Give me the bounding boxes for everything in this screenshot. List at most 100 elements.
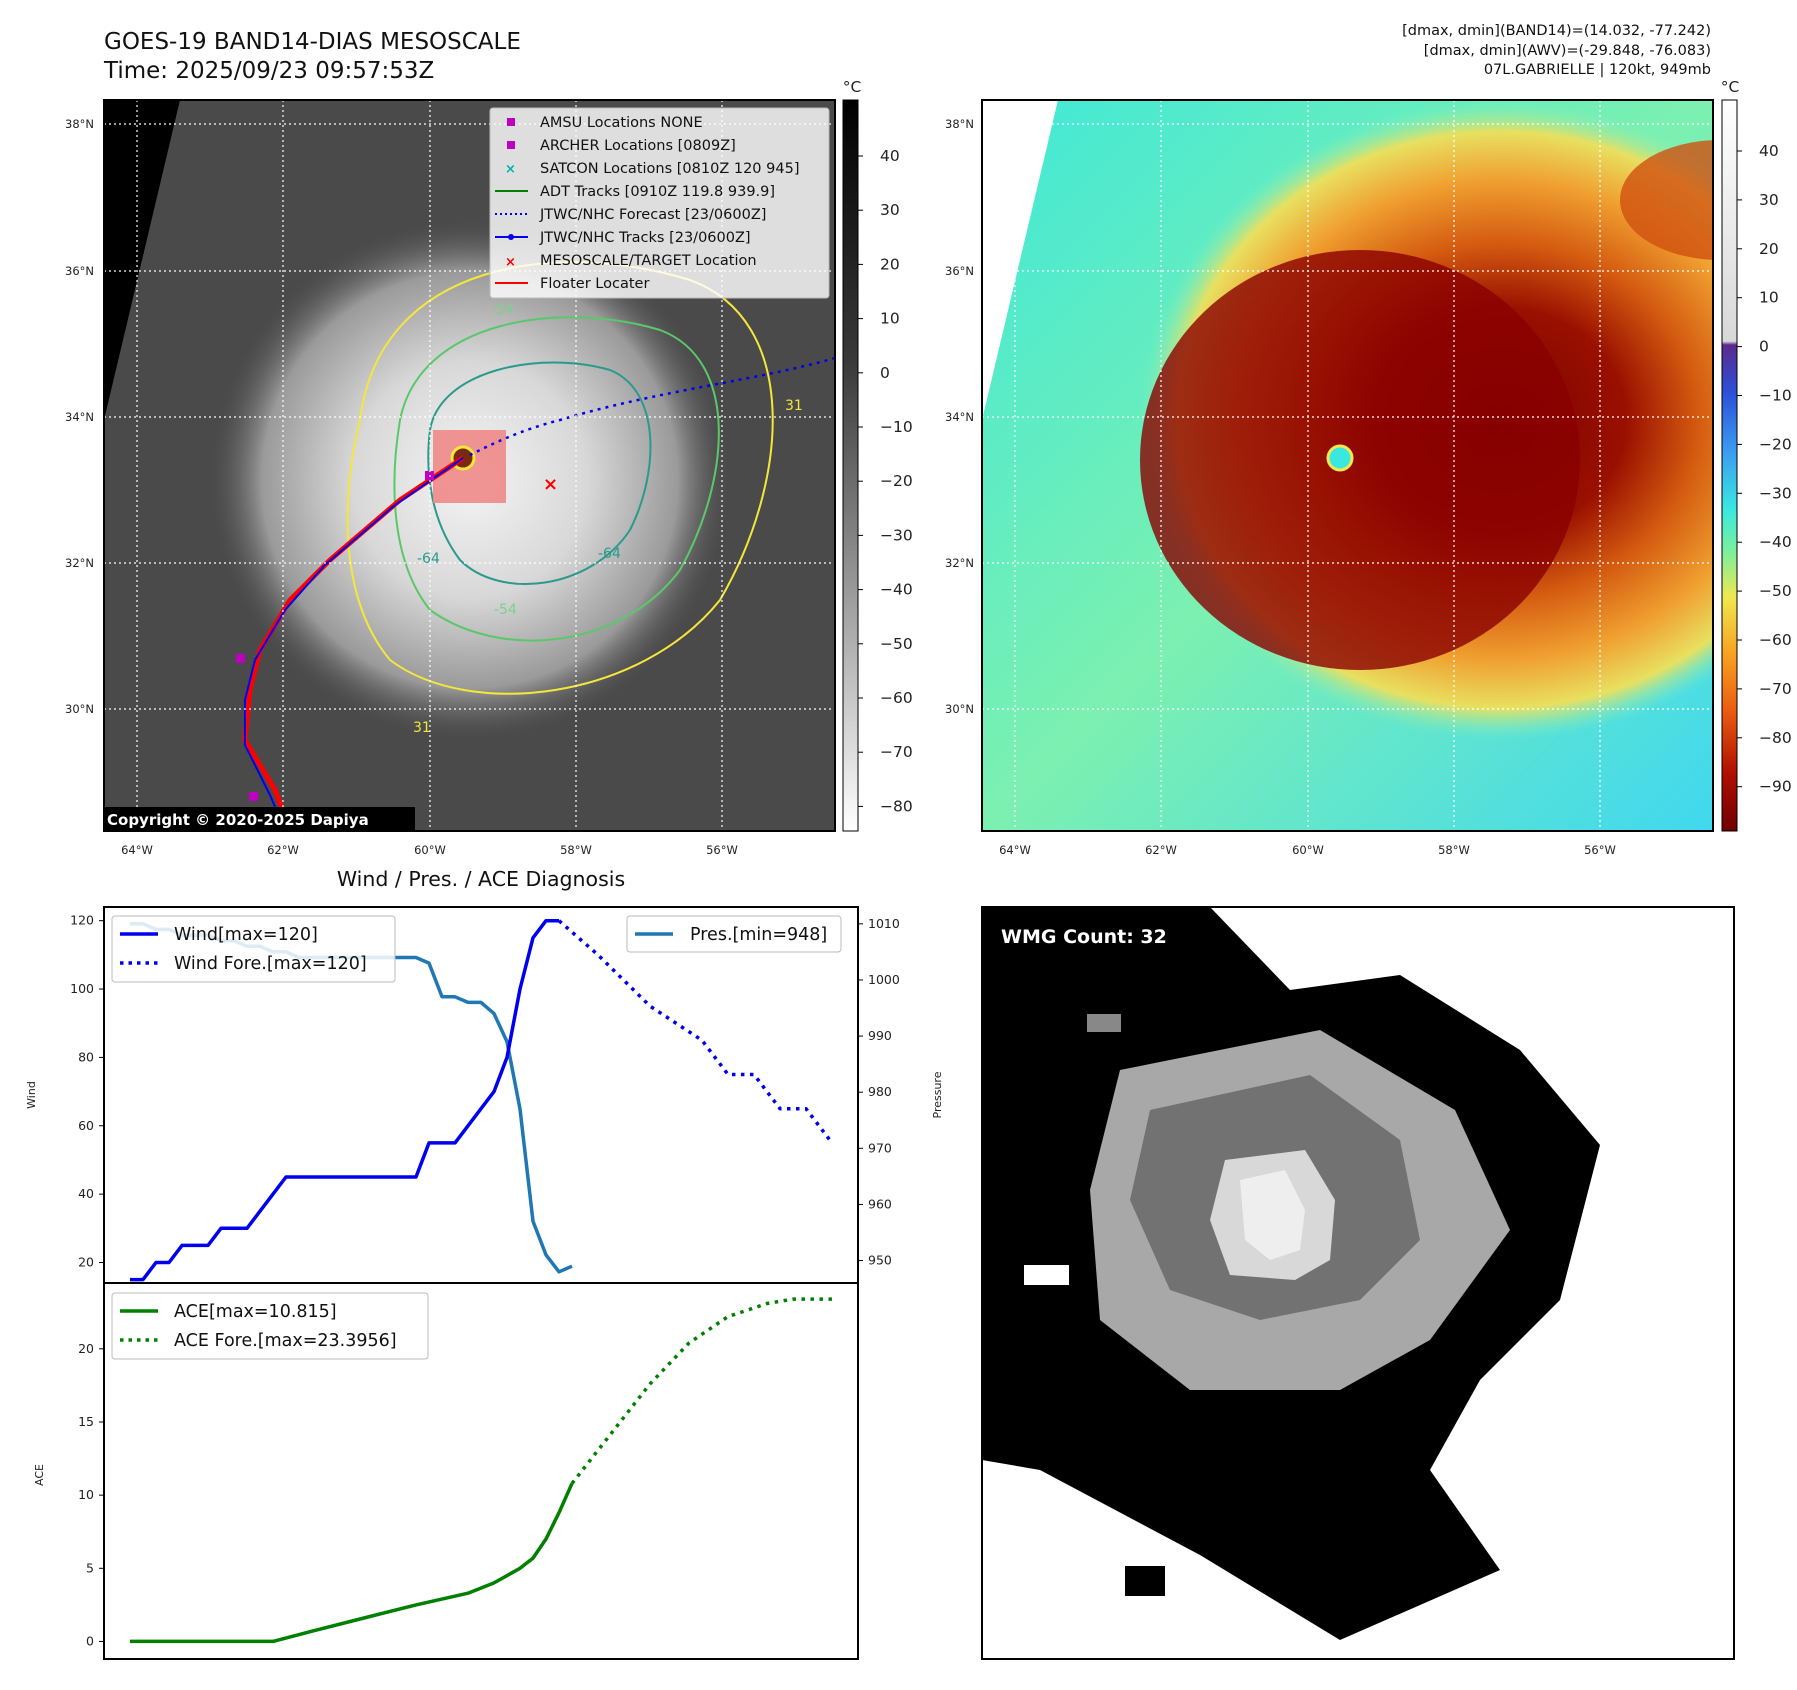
right-colorbar-tick-label: 20	[1759, 240, 1779, 258]
target-location-marker: ×	[543, 474, 558, 495]
contour-label-5: 31	[785, 398, 803, 414]
right-map-panel: 38°N 36°N 34°N 32°N 30°N 64°W 62°W 60°W …	[945, 78, 1792, 857]
wind-line	[130, 918, 559, 1282]
left-map-legend: AMSU Locations NONE ARCHER Locations [08…	[489, 107, 830, 299]
wmg-frame	[981, 906, 1735, 1660]
contour-teal	[427, 361, 652, 585]
legend-label-archer: ARCHER Locations [0809Z]	[540, 138, 736, 154]
svg-text:58°W: 58°W	[560, 843, 592, 857]
pressure-axis-ticks: 950 960 970 980 990 1000 1010	[858, 916, 900, 1268]
legend-label-jtwc: JTWC/NHC Tracks [23/0600Z]	[539, 230, 751, 246]
svg-text:60°W: 60°W	[1292, 843, 1324, 857]
stats-line-2: [dmax, dmin](AWV)=(-29.848, -76.083)	[1423, 42, 1711, 59]
right-colorbar-tick-label: −80	[1759, 729, 1792, 747]
left-colorbar-unit: °C	[843, 78, 862, 96]
diagnosis-title: Wind / Pres. / ACE Diagnosis	[337, 867, 625, 891]
left-colorbar-tick-label: 40	[880, 147, 900, 165]
svg-text:38°N: 38°N	[65, 117, 94, 131]
ace-line	[130, 1482, 574, 1644]
right-colorbar-tick-label: −50	[1759, 582, 1792, 600]
wmg-count-label: WMG Count: 32	[1001, 926, 1167, 948]
jtwc-track	[244, 457, 464, 831]
left-colorbar: °C 40 30 20 10 0 −10 −20 −30 −40 −50 −60 −70 −80	[842, 78, 913, 832]
left-colorbar-tick-label: −70	[880, 743, 913, 761]
right-colorbar-tick-label: −10	[1759, 387, 1792, 405]
legend-label-satcon: SATCON Locations [0810Z 120 945]	[540, 161, 799, 177]
title-line-2: Time: 2025/09/23 09:57:53Z	[104, 58, 435, 84]
pressure-tick-label: 1010	[868, 916, 900, 931]
right-colorbar-tick-label: 0	[1759, 338, 1769, 356]
wind-tick-label: 40	[78, 1186, 94, 1201]
svg-text:62°W: 62°W	[267, 843, 299, 857]
contour-label-6: 31	[413, 720, 431, 736]
wind-tick-label: 20	[78, 1254, 94, 1269]
svg-text:30°N: 30°N	[945, 702, 974, 716]
ace-forecast-line	[570, 1297, 832, 1485]
svg-text:32°N: 32°N	[945, 556, 974, 570]
pressure-tick-label: 960	[868, 1196, 892, 1211]
left-colorbar-tick-label: 10	[880, 310, 900, 328]
legend-label-wind: Wind[max=120]	[174, 925, 318, 945]
svg-text:60°W: 60°W	[414, 843, 446, 857]
left-map-panel: × -54 -64 -64 -54 31 31	[65, 78, 913, 857]
forecast-track	[469, 356, 835, 457]
legend-label-ace-forecast: ACE Fore.[max=23.3956]	[174, 1331, 397, 1351]
pressure-tick-label: 970	[868, 1140, 892, 1155]
right-colorbar-tick-label: −40	[1759, 533, 1792, 551]
right-colorbar-tick-label: −30	[1759, 484, 1792, 502]
left-colorbar-tick-label: −20	[880, 472, 913, 490]
storm-core-color	[1140, 250, 1580, 670]
left-map-lon-labels: 64°W 62°W 60°W 58°W 56°W	[121, 843, 738, 857]
svg-text:36°N: 36°N	[945, 264, 974, 278]
wind-axis-ticks: 20 40 60 80 100 120	[70, 913, 104, 1269]
ace-series	[130, 1297, 832, 1644]
right-colorbar-tick-label: 10	[1759, 289, 1779, 307]
wind-forecast-line	[557, 919, 834, 1144]
right-colorbar-tick-label: 40	[1759, 142, 1779, 160]
pressure-tick-label: 1000	[868, 972, 900, 987]
svg-text:34°N: 34°N	[945, 410, 974, 424]
pressure-tick-label: 980	[868, 1084, 892, 1099]
ace-axis-label: ACE	[33, 1464, 46, 1486]
pressure-legend: Pres.[min=948]	[626, 915, 842, 953]
right-colorbar-tick-label: −70	[1759, 680, 1792, 698]
legend-label-target: MESOSCALE/TARGET Location	[540, 253, 757, 269]
wind-tick-label: 100	[70, 981, 94, 996]
right-map-grid	[982, 100, 1713, 831]
wind-legend: Wind[max=120] Wind Fore.[max=120]	[111, 915, 396, 983]
title-line-1: GOES-19 BAND14-DIAS MESOSCALE	[104, 29, 521, 55]
right-colorbar-tick-label: −90	[1759, 778, 1792, 796]
right-colorbar-tick-label: 30	[1759, 191, 1779, 209]
wmg-panel: WMG Count: 32	[981, 906, 1735, 1660]
ace-tick-label: 10	[78, 1487, 94, 1502]
svg-text:30°N: 30°N	[65, 702, 94, 716]
legend-icon-satcon: ×	[505, 162, 516, 177]
legend-label-wind-forecast: Wind Fore.[max=120]	[174, 954, 367, 974]
left-colorbar-tick-label: −40	[880, 581, 913, 599]
left-colorbar-tick-label: 20	[880, 255, 900, 273]
ace-tick-label: 20	[78, 1341, 94, 1356]
right-map-frame	[981, 99, 1714, 832]
legend-label-amsu: AMSU Locations NONE	[540, 115, 703, 131]
ace-tick-label: 0	[86, 1633, 94, 1648]
right-colorbar-unit: °C	[1721, 78, 1740, 96]
pressure-tick-label: 990	[868, 1028, 892, 1043]
copyright-text: Copyright © 2020-2025 Dapiya	[107, 811, 369, 829]
stats-block: [dmax, dmin](BAND14)=(14.032, -77.242) […	[1402, 22, 1711, 81]
ace-axis-ticks: 0 5 10 15 20	[78, 1341, 104, 1648]
svg-text:64°W: 64°W	[999, 843, 1031, 857]
left-colorbar-tick-label: 0	[880, 364, 890, 382]
legend-label-floater: Floater Locater	[540, 276, 649, 292]
svg-text:56°W: 56°W	[706, 843, 738, 857]
legend-icon-target: ×	[505, 255, 516, 270]
contour-label-3: -64	[598, 546, 621, 562]
left-colorbar-tick-label: −80	[880, 797, 913, 815]
right-map-lat-labels: 38°N 36°N 34°N 32°N 30°N	[945, 117, 974, 716]
legend-label-adt: ADT Tracks [0910Z 119.8 939.9]	[540, 184, 775, 200]
svg-text:62°W: 62°W	[1145, 843, 1177, 857]
left-map-nodata	[104, 100, 180, 420]
legend-label-forecast: JTWC/NHC Forecast [23/0600Z]	[539, 207, 766, 223]
left-map-lat-labels: 38°N 36°N 34°N 32°N 30°N	[65, 117, 94, 716]
svg-text:32°N: 32°N	[65, 556, 94, 570]
left-map-frame	[103, 99, 836, 832]
